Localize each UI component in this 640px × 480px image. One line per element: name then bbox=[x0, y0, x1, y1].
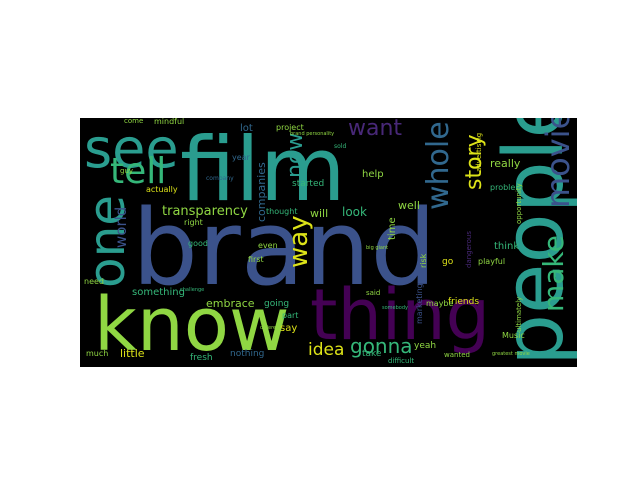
word-first: first bbox=[248, 255, 264, 264]
word-take: take bbox=[362, 349, 382, 359]
word-well: well bbox=[398, 199, 420, 212]
word-see: see bbox=[84, 118, 179, 180]
word-transparency: transparency bbox=[162, 204, 248, 219]
word-thought: thought bbox=[266, 207, 298, 216]
word-lot: lot bbox=[240, 123, 253, 134]
word-part: part bbox=[282, 311, 299, 320]
word-go: go bbox=[442, 257, 454, 267]
word-good: good bbox=[188, 239, 208, 248]
word-actually: actually bbox=[146, 185, 178, 194]
word-maybe: maybe bbox=[426, 299, 454, 308]
word-challenge: challenge bbox=[180, 287, 205, 293]
word-opportunity: opportunity bbox=[515, 183, 523, 224]
word-playful: playful bbox=[478, 257, 506, 266]
word-know: know bbox=[94, 282, 290, 367]
word-yeah: yeah bbox=[414, 341, 437, 351]
word-want: want bbox=[348, 118, 403, 141]
word-little: little bbox=[120, 347, 145, 360]
word-time: time bbox=[387, 217, 398, 240]
word-idea: idea bbox=[308, 340, 345, 360]
word-difficult: difficult bbox=[388, 357, 415, 365]
word-make: make bbox=[537, 235, 570, 312]
word-greatest-movie: greatest movie bbox=[492, 351, 530, 357]
word-tell: tell bbox=[110, 151, 167, 192]
word-even: even bbox=[258, 241, 278, 250]
word-say: say bbox=[280, 323, 298, 334]
word-sold: sold bbox=[334, 143, 347, 150]
word-different: different bbox=[260, 325, 282, 331]
word-company: company bbox=[206, 175, 234, 182]
word-right: right bbox=[184, 218, 203, 227]
word-advertising: advertising bbox=[475, 132, 483, 172]
word-much: much bbox=[86, 349, 109, 358]
word-movie: movie bbox=[539, 118, 577, 208]
word-something: something bbox=[132, 287, 185, 298]
word-marketing: marketing bbox=[415, 283, 424, 324]
word-now: now bbox=[283, 132, 308, 178]
word-big-giant: big giant bbox=[366, 245, 389, 251]
word-help: help bbox=[362, 169, 384, 180]
word-risk: risk bbox=[419, 253, 428, 268]
word-friends: friends bbox=[448, 297, 480, 307]
word-think: think bbox=[494, 241, 520, 252]
word-need: need bbox=[84, 277, 104, 286]
word-project: project bbox=[276, 123, 304, 132]
word-problem: problem bbox=[490, 183, 524, 192]
word-year: year bbox=[232, 153, 250, 162]
word-guy: guy bbox=[120, 167, 134, 175]
word-come: come bbox=[124, 118, 144, 125]
word-nothing: nothing bbox=[230, 349, 265, 359]
word-brand: brand bbox=[132, 187, 437, 309]
word-started: started bbox=[292, 179, 325, 189]
word-ultimately: ultimately bbox=[515, 296, 523, 332]
word-dangerous: dangerous bbox=[465, 230, 473, 268]
word-whole: whole bbox=[421, 121, 456, 210]
word-gonna: gonna bbox=[350, 334, 413, 358]
word-brand-personality: brand personality bbox=[290, 131, 335, 137]
word-somebody: somebody bbox=[382, 305, 408, 311]
word-going: going bbox=[264, 299, 290, 309]
word-world: world bbox=[112, 206, 130, 248]
word-way: way bbox=[284, 215, 314, 268]
word-will: will bbox=[310, 207, 329, 220]
word-look: look bbox=[342, 205, 367, 219]
word-cloud: brand film people know thing see one tel… bbox=[80, 118, 577, 367]
word-fresh: fresh bbox=[190, 353, 213, 363]
word-thing: thing bbox=[310, 274, 491, 356]
word-really: really bbox=[490, 157, 521, 170]
word-said: said bbox=[366, 289, 381, 297]
word-wanted: wanted bbox=[444, 351, 470, 359]
word-music: Music bbox=[502, 331, 525, 340]
word-mindful: mindful bbox=[154, 118, 185, 126]
word-film: film bbox=[180, 118, 346, 221]
word-embrace: embrace bbox=[206, 297, 255, 310]
